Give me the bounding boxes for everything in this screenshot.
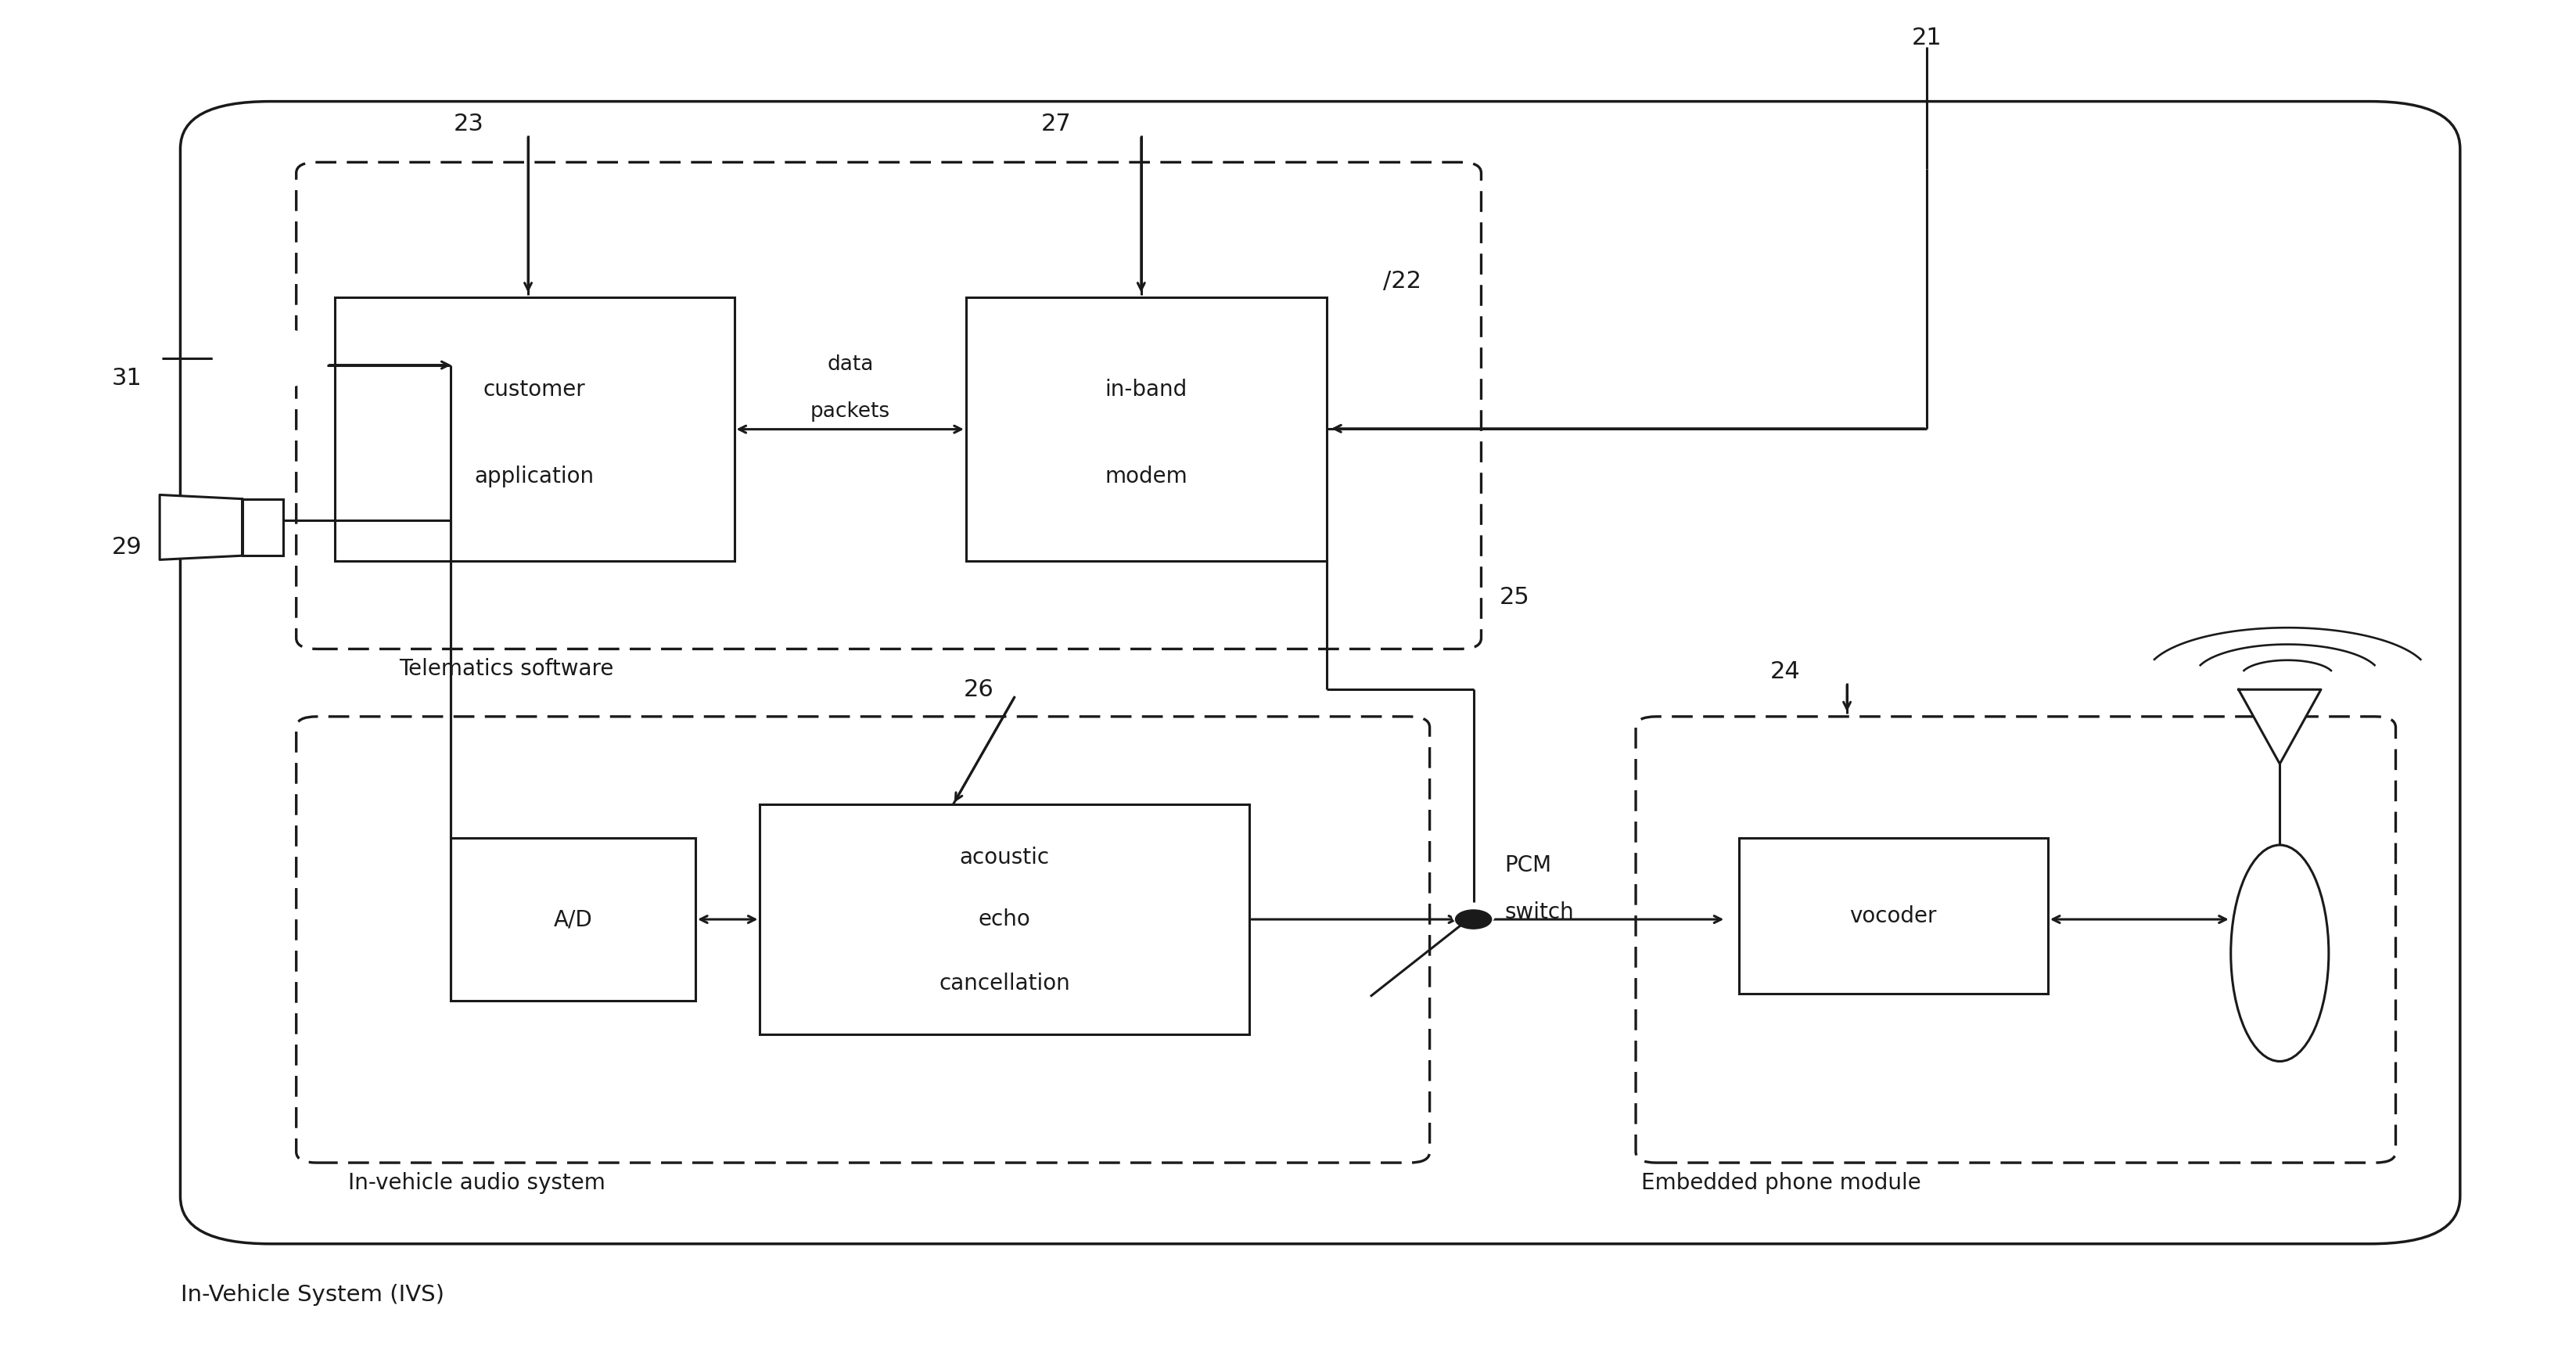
Text: switch: switch	[1504, 902, 1574, 923]
Bar	[966, 297, 1327, 561]
Circle shape	[214, 329, 327, 388]
Text: 31: 31	[111, 368, 142, 389]
Circle shape	[1455, 906, 1492, 925]
Text: cancellation: cancellation	[940, 972, 1069, 995]
Circle shape	[1455, 910, 1492, 929]
Text: 25: 25	[1499, 587, 1530, 608]
Bar	[760, 804, 1249, 1034]
Text: packets: packets	[809, 402, 891, 422]
Bar	[242, 499, 283, 556]
Text: vocoder: vocoder	[1850, 904, 1937, 927]
Text: PCM: PCM	[1504, 854, 1551, 876]
Text: customer: customer	[484, 379, 585, 400]
Text: A/D: A/D	[554, 909, 592, 930]
Polygon shape	[2239, 690, 2321, 764]
Text: 21: 21	[1911, 27, 1942, 49]
Text: 26: 26	[963, 679, 994, 700]
Text: 29: 29	[111, 537, 142, 558]
Text: /22: /22	[1383, 270, 1422, 292]
Text: In-Vehicle System (IVS): In-Vehicle System (IVS)	[180, 1284, 443, 1306]
Text: in-band: in-band	[1105, 379, 1188, 400]
Circle shape	[1453, 904, 1494, 926]
Text: acoustic: acoustic	[961, 846, 1048, 868]
Bar	[451, 838, 696, 1000]
Text: modem: modem	[1105, 465, 1188, 488]
Text: 27: 27	[1041, 114, 1072, 135]
Text: In-vehicle audio system: In-vehicle audio system	[348, 1172, 605, 1194]
Ellipse shape	[2231, 845, 2329, 1061]
Text: echo: echo	[979, 909, 1030, 930]
Text: Telematics software: Telematics software	[399, 658, 613, 680]
Bar	[1739, 838, 2048, 994]
Text: 23: 23	[453, 114, 484, 135]
Text: data: data	[827, 354, 873, 375]
Text: application: application	[474, 465, 595, 488]
Polygon shape	[160, 495, 242, 560]
Text: 24: 24	[1770, 661, 1801, 683]
Text: Embedded phone module: Embedded phone module	[1641, 1172, 1922, 1194]
Bar	[335, 297, 734, 561]
FancyBboxPatch shape	[180, 101, 2460, 1244]
